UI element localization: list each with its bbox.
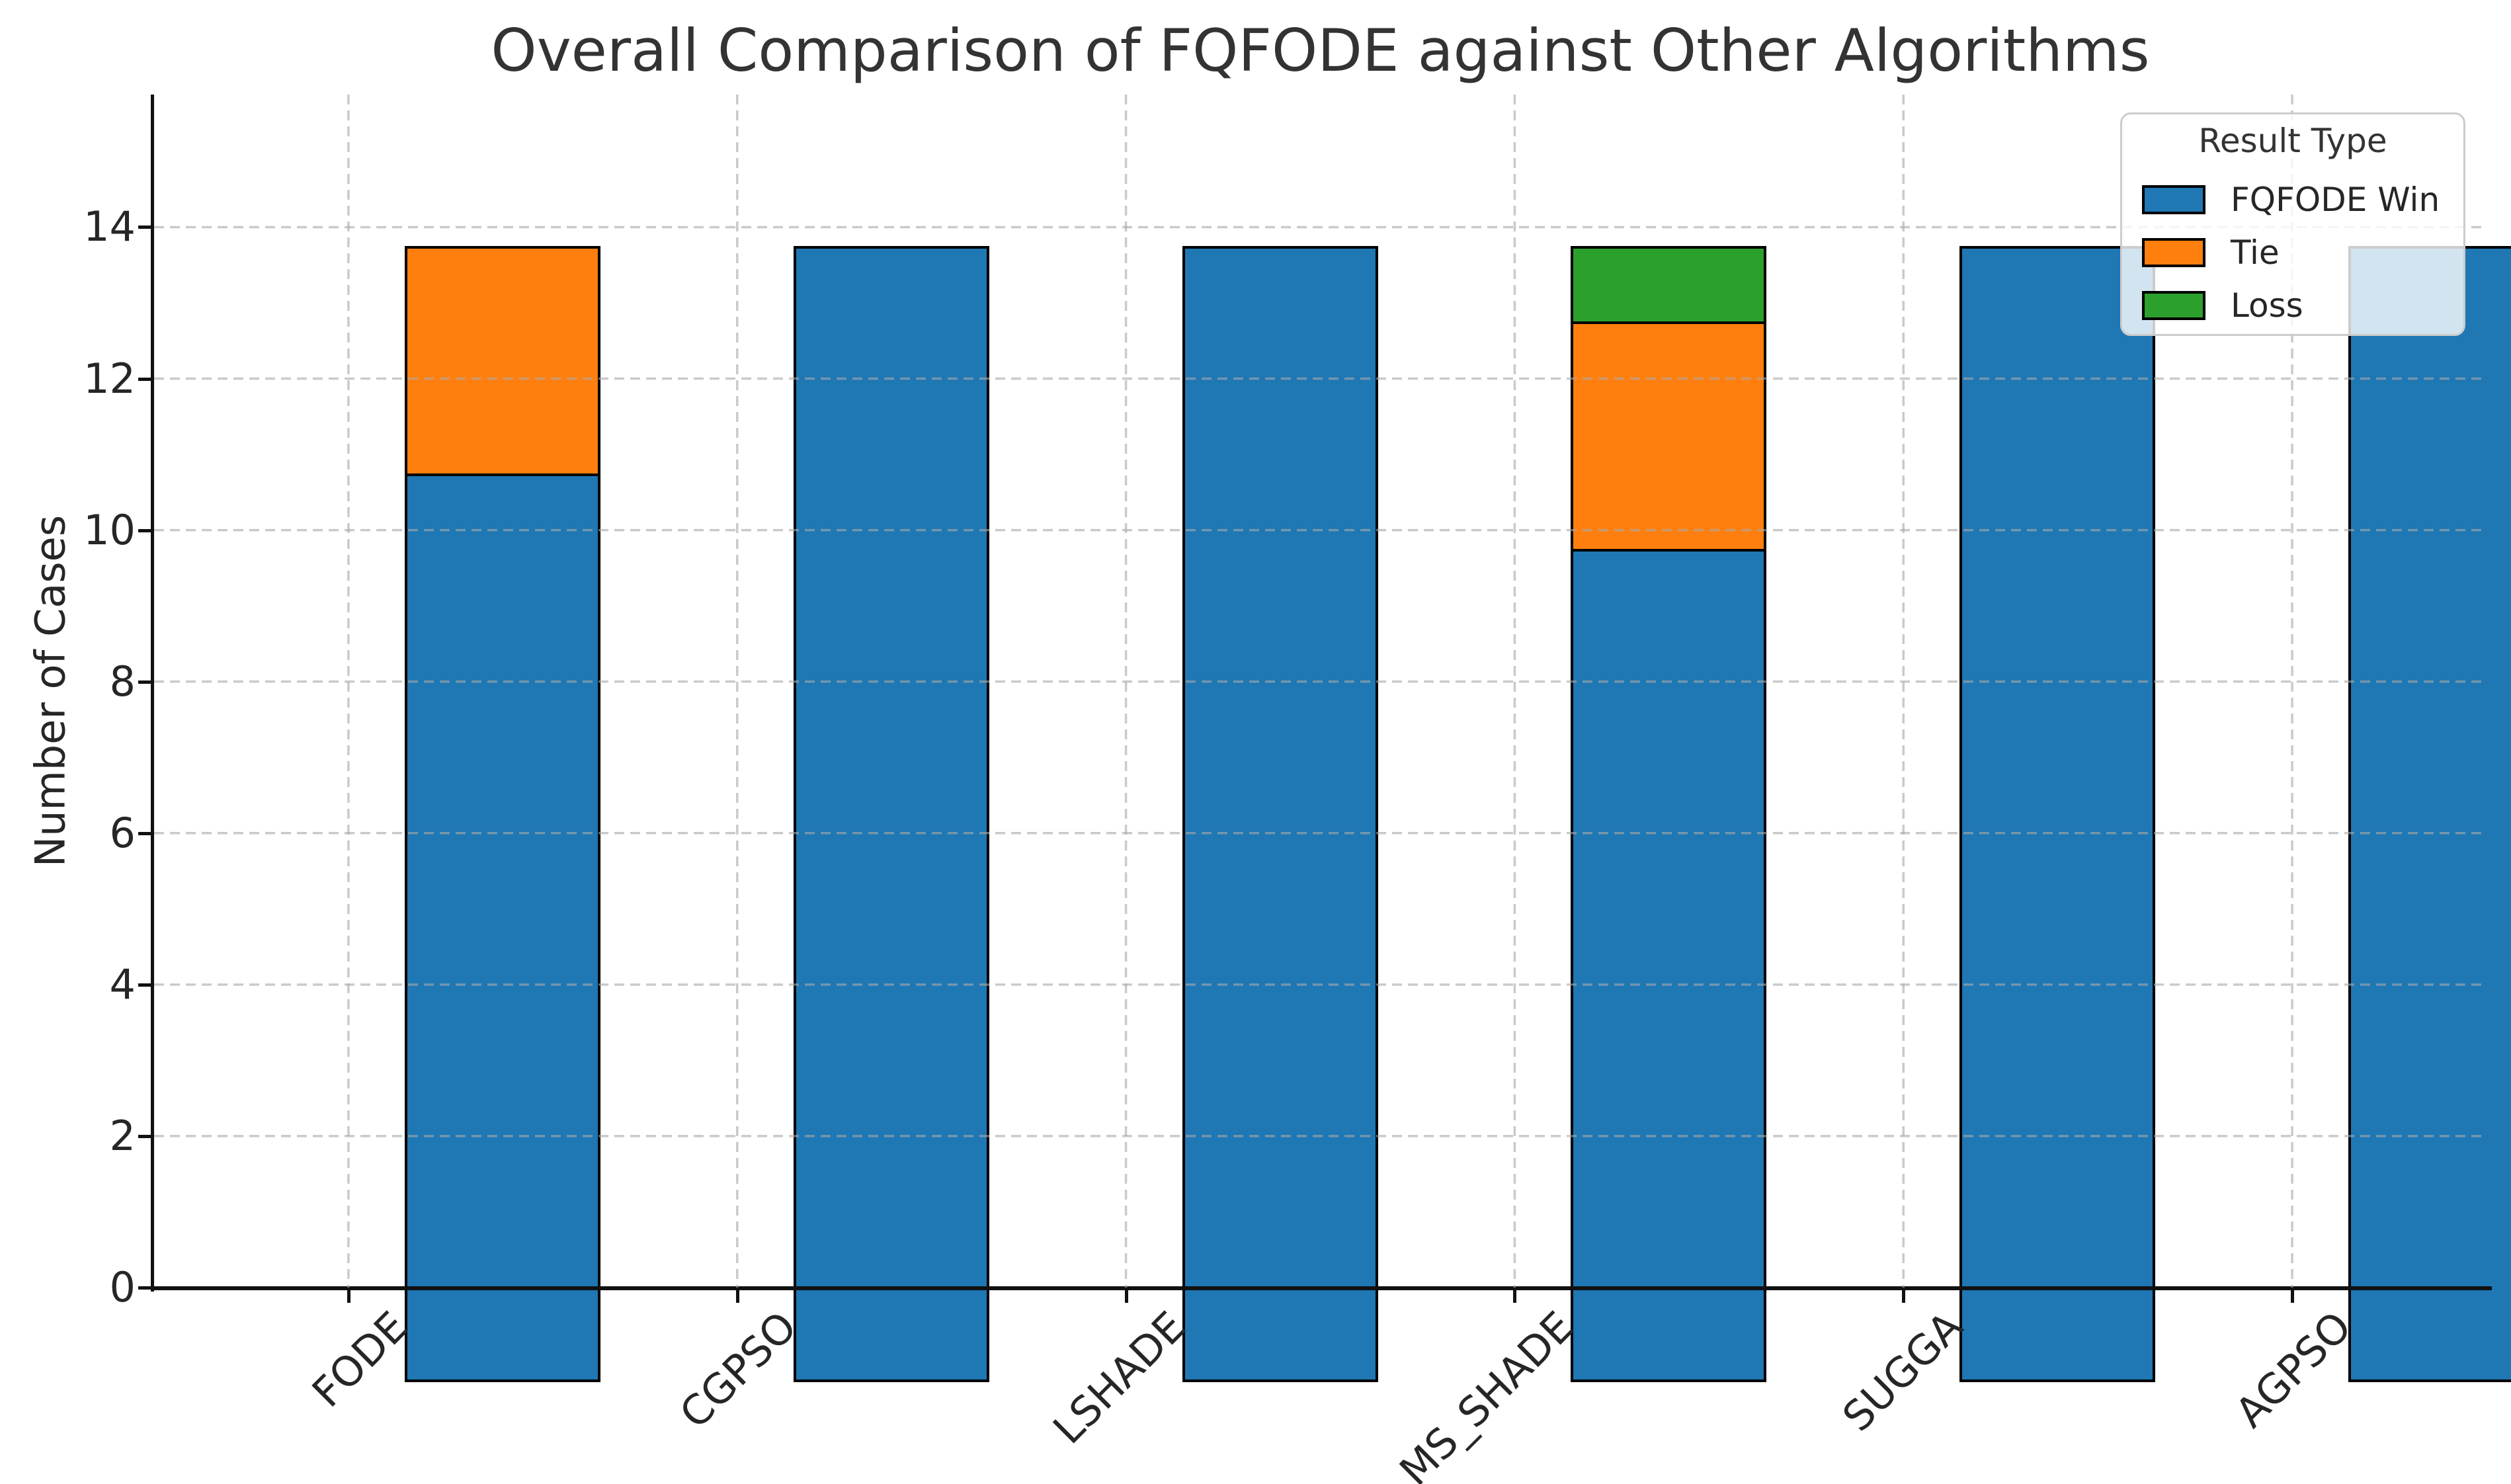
plot-area (154, 95, 2511, 1382)
y-tick (138, 528, 151, 532)
bar-segment-MS_SHADE-FQFODE-Win (1571, 549, 1767, 1382)
bar-segment-MS_SHADE-Tie (1571, 321, 1767, 550)
legend-title: Result Type (2198, 122, 2387, 160)
x-tick (347, 1290, 350, 1303)
legend-item-FQFODE-Win: FQFODE Win (2142, 181, 2463, 219)
legend-item-Tie: Tie (2142, 233, 2463, 272)
x-tick-label-SUGGA: SUGGA (1833, 1302, 1972, 1441)
bar-segment-MS_SHADE-Loss (1571, 245, 1767, 322)
legend-item-Loss: Loss (2142, 286, 2463, 325)
y-tick-label-8: 8 (109, 657, 136, 706)
x-tick (1124, 1290, 1128, 1303)
y-tick-label-12: 12 (83, 354, 136, 403)
x-tick-label-CGPSO: CGPSO (670, 1302, 806, 1438)
x-tick-label-LSHADE: LSHADE (1043, 1302, 1195, 1454)
x-axis-spine (151, 1286, 2492, 1290)
chart-title: Overall Comparison of FQFODE against Oth… (491, 17, 2150, 85)
legend-label: FQFODE Win (2231, 181, 2440, 219)
x-tick-label-AGPSO: AGPSO (2226, 1302, 2361, 1437)
y-tick (138, 831, 151, 835)
x-tick (1902, 1290, 1906, 1303)
y-tick (138, 377, 151, 381)
y-axis-spine (151, 95, 154, 1292)
y-tick (138, 983, 151, 987)
y-tick (138, 226, 151, 229)
y-tick (138, 1134, 151, 1138)
bar-segment-FODE-Tie (404, 245, 600, 474)
y-tick-label-14: 14 (83, 202, 136, 251)
x-tick (1513, 1290, 1517, 1303)
legend-patch-icon (2142, 238, 2205, 267)
y-tick-label-6: 6 (109, 808, 136, 857)
bar-segment-FODE-FQFODE-Win (404, 473, 600, 1382)
legend-patch-icon (2142, 291, 2205, 320)
bar-segment-AGPSO-FQFODE-Win (2348, 245, 2511, 1382)
y-tick-label-4: 4 (109, 960, 136, 1009)
x-tick-label-FODE: FODE (302, 1302, 417, 1417)
y-tick (138, 680, 151, 684)
bar-segment-LSHADE-FQFODE-Win (1182, 245, 1378, 1382)
y-tick-label-2: 2 (109, 1111, 136, 1160)
y-tick-label-10: 10 (83, 505, 136, 554)
legend-label: Loss (2231, 286, 2303, 325)
y-tick (138, 1286, 151, 1290)
bar-segment-SUGGA-FQFODE-Win (1959, 245, 2156, 1382)
x-tick-label-MS_SHADE: MS_SHADE (1390, 1302, 1584, 1484)
y-tick-label-0: 0 (109, 1263, 136, 1311)
legend-patch-icon (2142, 185, 2205, 214)
legend-label: Tie (2231, 233, 2280, 272)
x-tick (735, 1290, 739, 1303)
bar-segment-CGPSO-FQFODE-Win (793, 245, 989, 1382)
legend: Result Type FQFODE Win Tie Loss (2120, 112, 2465, 336)
legend-items: FQFODE Win Tie Loss (2122, 181, 2463, 325)
x-tick (2291, 1290, 2295, 1303)
